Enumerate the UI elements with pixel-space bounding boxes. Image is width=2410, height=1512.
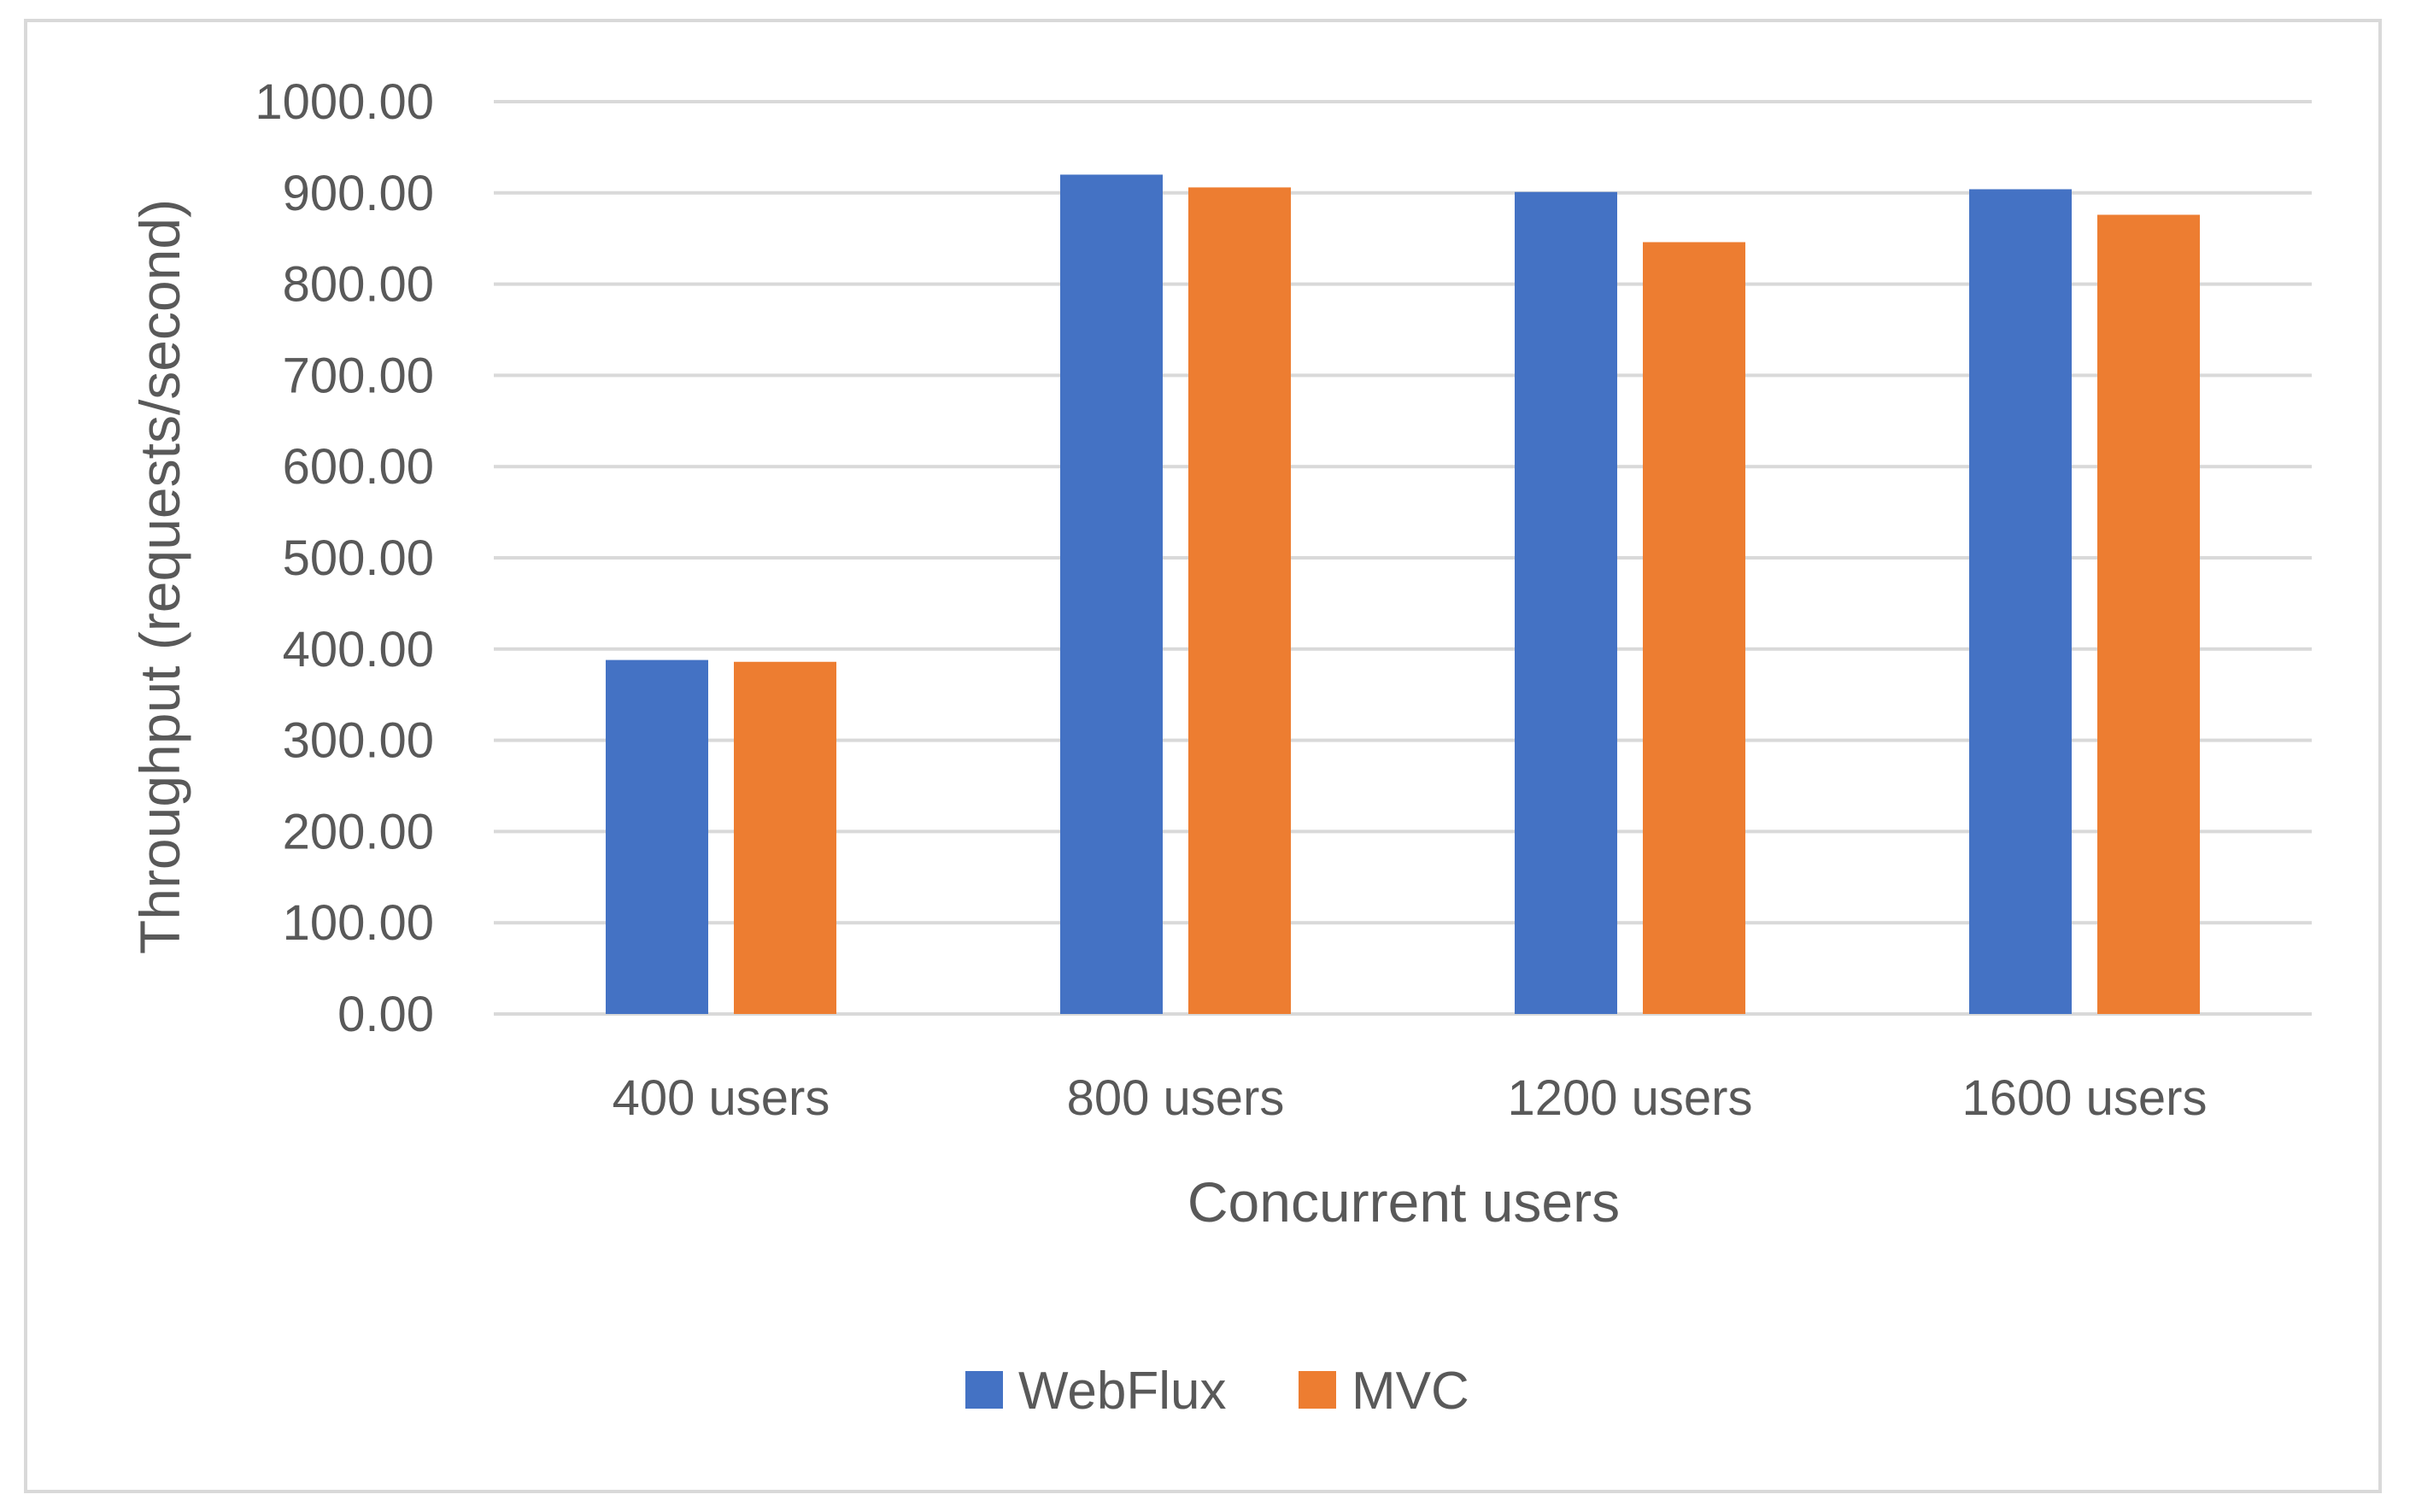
bar-webflux-1 [1060,174,1163,1014]
legend-swatch-webflux [965,1371,1003,1409]
y-tick-label: 700.00 [283,348,434,403]
x-tick-label: 400 users [613,1070,830,1126]
x-tick-label: 1600 users [1962,1070,2208,1126]
y-axis-ticks: 0.00 100.00 200.00 300.00 400.00 500.00 600.00… [255,74,434,1042]
bar-webflux-3 [1969,189,2072,1014]
y-tick-label: 500.00 [283,530,434,586]
legend-label-webflux: WebFlux [1018,1362,1227,1421]
y-tick-label: 0.00 [337,987,434,1042]
y-tick-label: 800.00 [283,257,434,313]
legend: WebFlux MVC [965,1362,1469,1421]
y-tick-label: 1000.00 [255,74,434,130]
y-tick-label: 400.00 [283,622,434,677]
bar-webflux-0 [606,659,708,1014]
bars [606,174,2200,1015]
bar-mvc-3 [2097,214,2200,1014]
y-tick-label: 600.00 [283,439,434,495]
bar-mvc-2 [1643,242,1745,1014]
y-tick-label: 900.00 [283,166,434,221]
y-tick-label: 300.00 [283,713,434,769]
y-tick-label: 100.00 [283,895,434,951]
x-axis-ticks: 400 users 800 users 1200 users 1600 users [613,1070,2208,1126]
legend-label-mvc: MVC [1352,1362,1469,1421]
x-tick-label: 1200 users [1508,1070,1753,1126]
bar-mvc-1 [1188,187,1291,1015]
x-axis-title: Concurrent users [1187,1170,1620,1234]
y-axis-title: Throughput (requests/second) [128,199,191,954]
x-tick-label: 800 users [1067,1070,1285,1126]
bar-webflux-2 [1515,191,1617,1014]
bar-mvc-0 [734,661,836,1014]
y-tick-label: 200.00 [283,804,434,859]
legend-swatch-mvc [1299,1371,1336,1409]
